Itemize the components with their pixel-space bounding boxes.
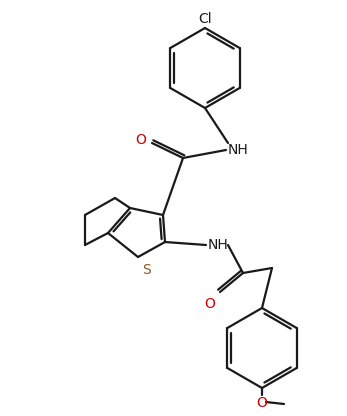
Text: O: O — [256, 396, 268, 410]
Text: NH: NH — [228, 143, 249, 157]
Text: S: S — [142, 263, 151, 277]
Text: Cl: Cl — [198, 12, 212, 26]
Text: NH: NH — [208, 238, 229, 252]
Text: O: O — [204, 297, 215, 311]
Text: O: O — [135, 133, 146, 147]
